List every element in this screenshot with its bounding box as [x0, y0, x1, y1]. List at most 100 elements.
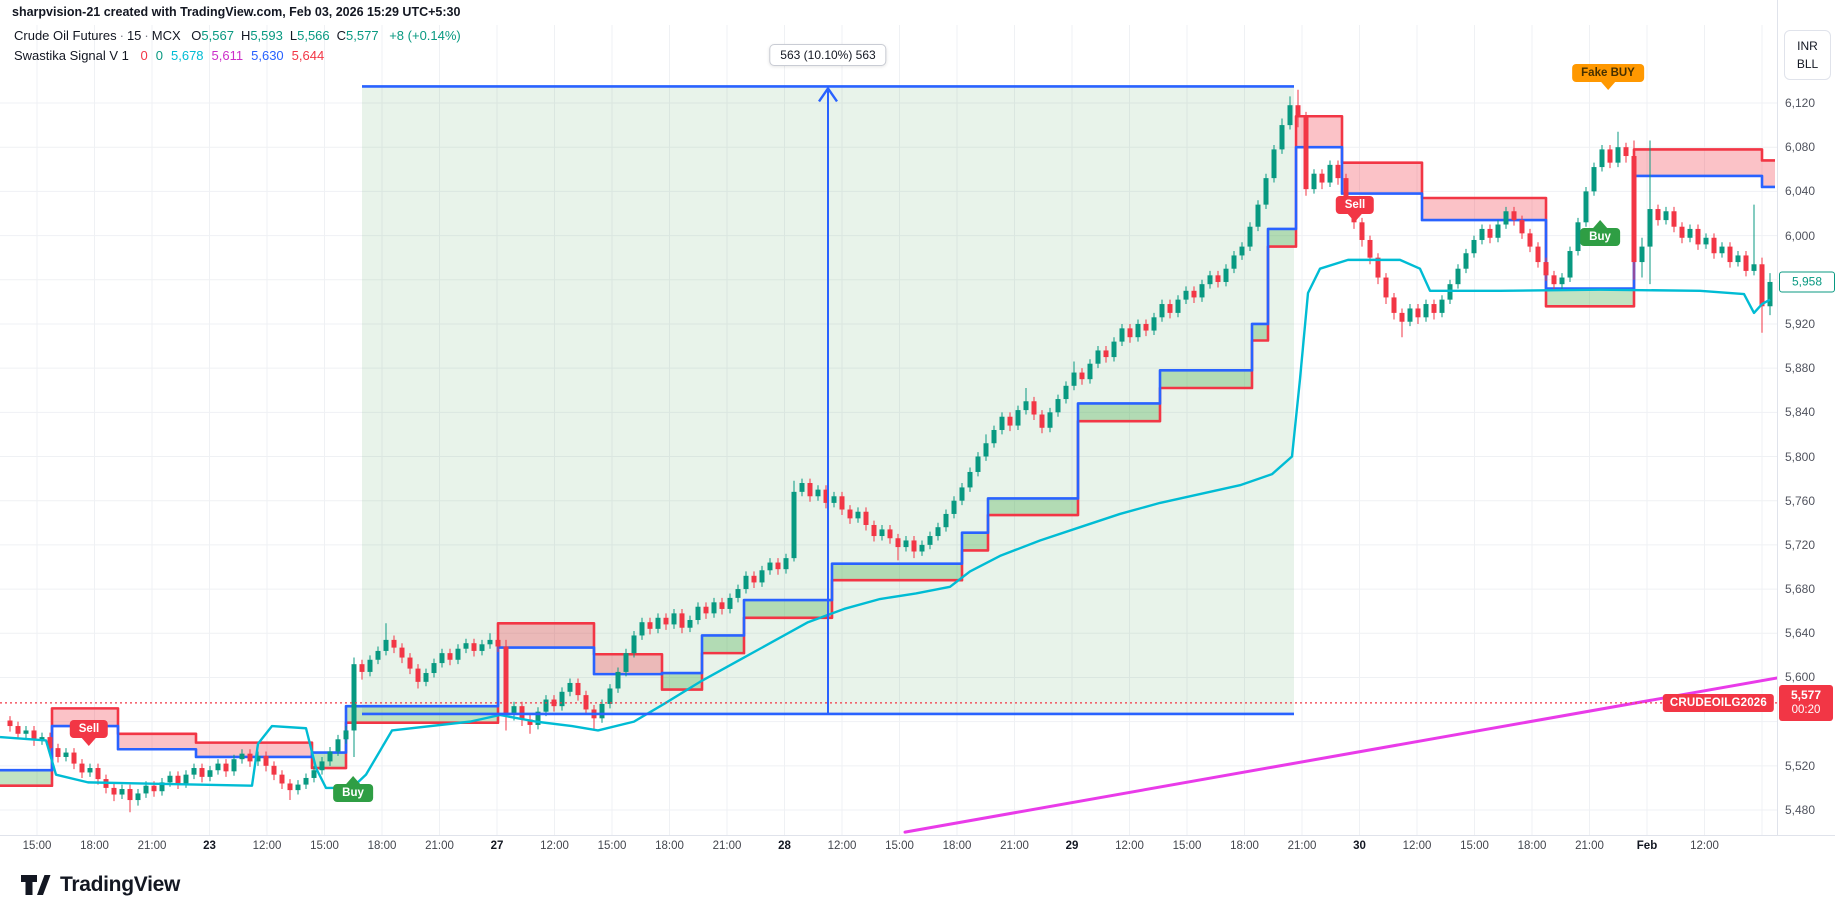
- signal-band-fill: [1634, 149, 1762, 176]
- candle-body: [439, 653, 445, 664]
- candle-body: [527, 719, 533, 725]
- candle-body: [1223, 268, 1229, 282]
- candle-body: [151, 785, 157, 792]
- candle-body: [1151, 317, 1157, 331]
- candle-body: [503, 646, 509, 715]
- candle-body: [1311, 173, 1317, 190]
- tradingview-logo[interactable]: TradingView: [18, 868, 180, 902]
- indicator-value: 5,630: [251, 48, 284, 63]
- candle-body: [143, 785, 149, 794]
- candle-body: [567, 682, 573, 692]
- currency-button[interactable]: INR: [1797, 39, 1818, 53]
- indicator-value: 5,644: [291, 48, 325, 63]
- candle-body: [119, 789, 125, 795]
- unit-button[interactable]: BLL: [1796, 57, 1819, 71]
- candle-body: [31, 730, 37, 741]
- signal-band-fill: [1078, 403, 1160, 422]
- candle-body: [727, 597, 733, 609]
- candle-body: [799, 483, 805, 492]
- signal-band-fill: [1762, 160, 1775, 187]
- time-tick-label: 21:00: [1000, 840, 1029, 852]
- candle-body: [1071, 372, 1077, 386]
- candle-body: [319, 761, 325, 771]
- candle-body: [1519, 220, 1525, 234]
- candle-body: [735, 589, 741, 598]
- candle-body: [471, 643, 477, 651]
- fake-buy-signal-label: Fake BUY: [1572, 64, 1644, 90]
- signal-band-fill: [1422, 198, 1546, 221]
- candle-body: [839, 496, 845, 510]
- candle-body: [1543, 262, 1549, 276]
- legend-indicator-row[interactable]: Swastika Signal V 1 0 0 5,678 5,611 5,630 5,6…: [14, 47, 461, 65]
- candle-body: [1551, 275, 1557, 285]
- candle-body: [95, 768, 101, 780]
- time-axis[interactable]: 15:00 18:00 21:00 23 12:00 15:00 18:00 21:00 27 1…: [0, 835, 1835, 859]
- symbol-title[interactable]: Crude Oil Futures: [14, 28, 117, 43]
- candle-body: [599, 703, 605, 719]
- candle-body: [1319, 173, 1325, 183]
- candle-body: [815, 489, 821, 497]
- candle-body: [1111, 341, 1117, 358]
- time-tick-label: 21:00: [712, 840, 742, 852]
- price-tick-label: 5,880: [1785, 361, 1816, 376]
- candle-body: [431, 663, 437, 674]
- candle-body: [367, 659, 373, 672]
- candle-body: [263, 755, 269, 766]
- symbol-interval[interactable]: 15: [126, 28, 142, 43]
- candle-body: [999, 416, 1005, 430]
- signal-band-fill: [1252, 323, 1268, 341]
- signal-band-fill: [744, 600, 832, 618]
- candle-body: [1615, 147, 1621, 163]
- last-value-price-tag: 5,958: [1779, 271, 1835, 293]
- candle-body: [687, 619, 693, 628]
- candle-body: [1119, 328, 1125, 342]
- legend-symbol-row[interactable]: Crude Oil Futures · 15 · MCX O5,567 H5,593 L5,…: [14, 27, 461, 45]
- time-tick-label: 18:00: [367, 840, 397, 852]
- candle-body: [1167, 304, 1173, 313]
- candle-body: [743, 575, 749, 590]
- candle-body: [1399, 312, 1405, 322]
- time-tick-label: 12:00: [1690, 840, 1719, 852]
- time-tick-label: 30: [1353, 840, 1366, 852]
- indicator-title[interactable]: Swastika Signal V 1: [14, 48, 129, 63]
- candle-body: [455, 648, 461, 660]
- price-tick-label: 6,120: [1785, 96, 1816, 110]
- candle-body: [407, 657, 413, 669]
- candle-body: [1015, 410, 1021, 426]
- candle-body: [1407, 308, 1413, 322]
- candle-body: [775, 562, 781, 570]
- time-tick-label: 12:00: [1402, 840, 1432, 852]
- signal-band-fill: [498, 623, 594, 648]
- candle-body: [1327, 164, 1333, 183]
- measure-tool-label[interactable]: 563 (10.10%) 563: [769, 44, 887, 66]
- signal-band-fill: [832, 563, 962, 581]
- ohlc-value: 5,577: [346, 28, 379, 43]
- candle-body: [863, 511, 869, 525]
- candle-body: [1039, 414, 1045, 428]
- candle-body: [287, 783, 293, 791]
- candle-body: [1455, 268, 1461, 285]
- candle-body: [639, 622, 645, 636]
- price-tick-label: 6,080: [1785, 140, 1816, 155]
- candle-body: [623, 653, 629, 672]
- candle-body: [311, 770, 317, 778]
- legend-separator: ·: [119, 28, 124, 43]
- candle-body: [1703, 237, 1709, 245]
- candle-body: [1023, 401, 1029, 411]
- time-tick-label: 18:00: [80, 840, 109, 852]
- candle-body: [983, 443, 989, 457]
- candle-body: [223, 763, 229, 772]
- candle-body: [1159, 304, 1165, 318]
- price-tick-label: 6,000: [1785, 228, 1816, 243]
- candle-body: [1735, 255, 1741, 263]
- candle-body: [1671, 211, 1677, 227]
- symbol-exchange: MCX: [151, 28, 181, 43]
- candle-body: [975, 456, 981, 472]
- candle-body: [871, 524, 877, 537]
- candle-body: [87, 768, 93, 773]
- ohlc-key: C: [336, 28, 347, 43]
- candle-body: [55, 748, 61, 757]
- time-tick-label: Feb: [1636, 840, 1658, 852]
